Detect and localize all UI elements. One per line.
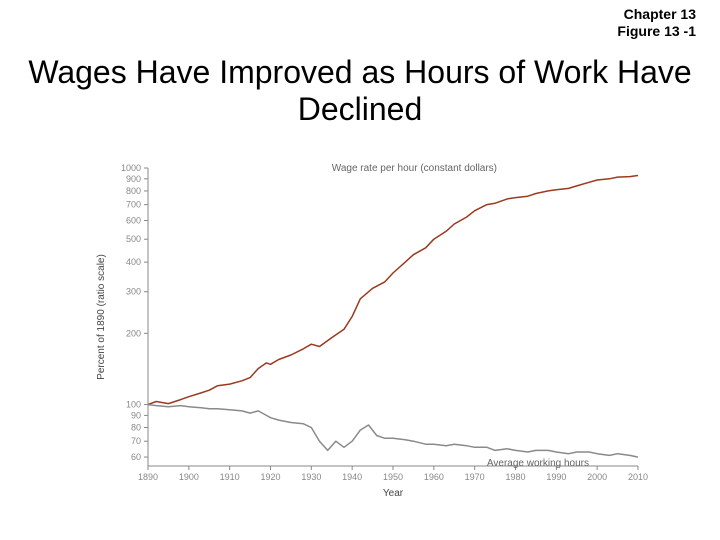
svg-text:1910: 1910 [220,472,240,482]
svg-text:1000: 1000 [121,163,141,173]
series-line [148,405,638,458]
svg-text:1990: 1990 [546,472,566,482]
figure-label: Figure 13 -1 [617,23,696,40]
svg-text:1950: 1950 [383,472,403,482]
svg-text:100: 100 [126,400,141,410]
chart-container: 60 70 80 90100 200 300 400 500 600 700 800 9001000 1… [90,160,650,500]
svg-text:1920: 1920 [260,472,280,482]
svg-text:1980: 1980 [505,472,525,482]
svg-text:60: 60 [131,452,141,462]
svg-text:Year: Year [383,488,404,499]
svg-text:400: 400 [126,257,141,267]
svg-text:1970: 1970 [465,472,485,482]
svg-text:800: 800 [126,186,141,196]
svg-text:300: 300 [126,287,141,297]
svg-text:1890: 1890 [138,472,158,482]
svg-text:Average working hours: Average working hours [487,458,589,469]
svg-text:70: 70 [131,436,141,446]
svg-text:2000: 2000 [587,472,607,482]
chart-svg: 60 70 80 90100 200 300 400 500 600 700 800 9001000 1… [90,160,650,500]
svg-text:200: 200 [126,328,141,338]
svg-text:90: 90 [131,410,141,420]
page-title: Wages Have Improved as Hours of Work Hav… [0,54,720,128]
svg-text:900: 900 [126,174,141,184]
chapter-label: Chapter 13 [617,6,696,23]
svg-text:600: 600 [126,215,141,225]
svg-text:1960: 1960 [424,472,444,482]
svg-text:1930: 1930 [301,472,321,482]
svg-text:Percent of 1890 (ratio scale): Percent of 1890 (ratio scale) [96,254,107,380]
svg-text:80: 80 [131,423,141,433]
series-line [148,176,638,405]
svg-text:2010: 2010 [628,472,648,482]
svg-text:700: 700 [126,200,141,210]
page-header: Chapter 13 Figure 13 -1 [617,6,696,40]
svg-text:1940: 1940 [342,472,362,482]
svg-text:500: 500 [126,234,141,244]
svg-text:1900: 1900 [179,472,199,482]
svg-text:Wage rate per hour (constant d: Wage rate per hour (constant dollars) [332,163,497,174]
